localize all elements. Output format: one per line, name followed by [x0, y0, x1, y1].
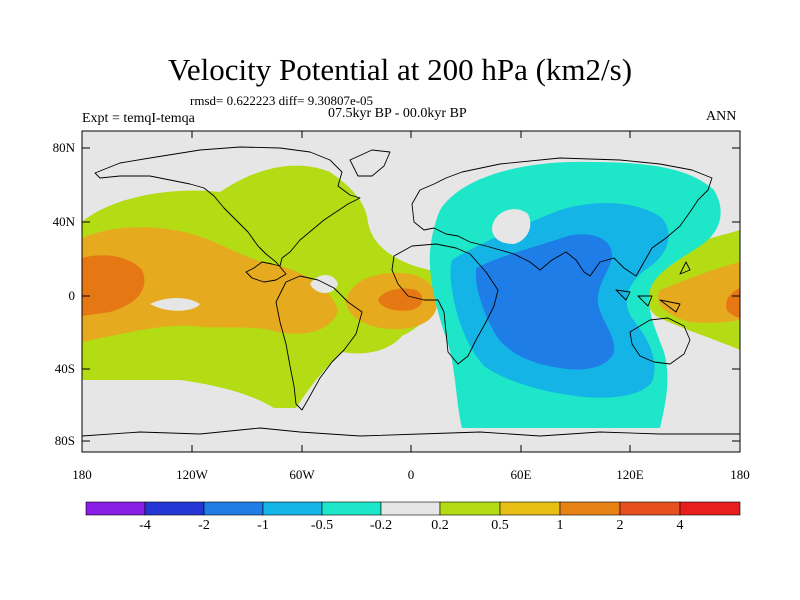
colorbar-label-5: 0.2: [431, 518, 449, 533]
colorbar-box-1: [144, 501, 205, 516]
colorbar-box-3: [262, 501, 323, 516]
contour-pos-strong-west: [82, 255, 145, 316]
rmsd-diff-stats: rmsd= 0.622223 diff= 9.30807e-05: [190, 93, 374, 108]
coastline-north-america: [94, 146, 361, 283]
coastlines: [81, 146, 740, 437]
colorbar-label-0: -4: [139, 518, 151, 533]
colorbar-box-10: [679, 501, 741, 516]
lon-label-120e: 120E: [616, 467, 644, 482]
lat-label-40n: 40N: [52, 214, 75, 229]
contour-neutral-hole-north: [492, 209, 531, 244]
season-label: ANN: [706, 109, 737, 124]
axis-ticks: [82, 131, 740, 452]
colorbar-box-7: [499, 501, 561, 516]
coastline-eurasia: [411, 157, 713, 277]
coastline-australia: [629, 317, 691, 365]
colorbar: [85, 501, 741, 516]
colorbar-box-8: [559, 501, 621, 516]
colorbar-label-7: 1: [556, 518, 564, 533]
colorbar-label-1: -2: [198, 518, 210, 533]
colorbar-box-0: [85, 501, 146, 516]
coastline-antarctica: [81, 427, 740, 437]
colorbar-box-5: [380, 501, 441, 516]
coastline-greenland: [349, 149, 391, 177]
colorbar-box-9: [619, 501, 681, 516]
coastline-africa: [391, 243, 499, 365]
lat-label-80s: 80S: [54, 433, 75, 448]
contour-neg-strong: [476, 234, 615, 370]
lat-label-40s: 40S: [54, 361, 75, 376]
colorbar-label-2: -1: [257, 518, 269, 533]
lon-label-60e: 60E: [510, 467, 532, 482]
experiment-label: Expt = temqI-temqa: [82, 111, 195, 126]
map-title: Velocity Potential at 200 hPa (km2/s): [167, 52, 633, 87]
colorbar-box-4: [321, 501, 382, 516]
lon-label-120w: 120W: [176, 467, 208, 482]
lon-label-60w: 60W: [289, 467, 315, 482]
lon-label-180e: 180: [730, 467, 750, 482]
contour-pos-mid-west: [82, 227, 338, 342]
contour-neutral-hole-west: [150, 298, 200, 311]
colorbar-box-6: [439, 501, 501, 516]
colorbar-box-2: [203, 501, 264, 516]
colorbar-label-3: -0.5: [310, 518, 334, 533]
coastline-maritime-islands: [615, 261, 691, 313]
coastline-south-america: [275, 275, 363, 411]
lon-label-0: 0: [407, 467, 415, 482]
lat-label-0: 0: [68, 288, 76, 303]
colorbar-label-8: 2: [616, 518, 624, 533]
colorbar-label-4: -0.2: [369, 518, 393, 533]
colorbar-label-9: 4: [676, 518, 684, 533]
contour-field: [82, 131, 740, 452]
lon-label-180w: 180: [72, 467, 92, 482]
contour-pos-strong-atlantic: [378, 288, 423, 311]
colorbar-label-6: 0.5: [491, 518, 509, 533]
time-period: 07.5kyr BP - 00.0kyr BP: [328, 106, 467, 121]
lat-label-80n: 80N: [52, 140, 75, 155]
